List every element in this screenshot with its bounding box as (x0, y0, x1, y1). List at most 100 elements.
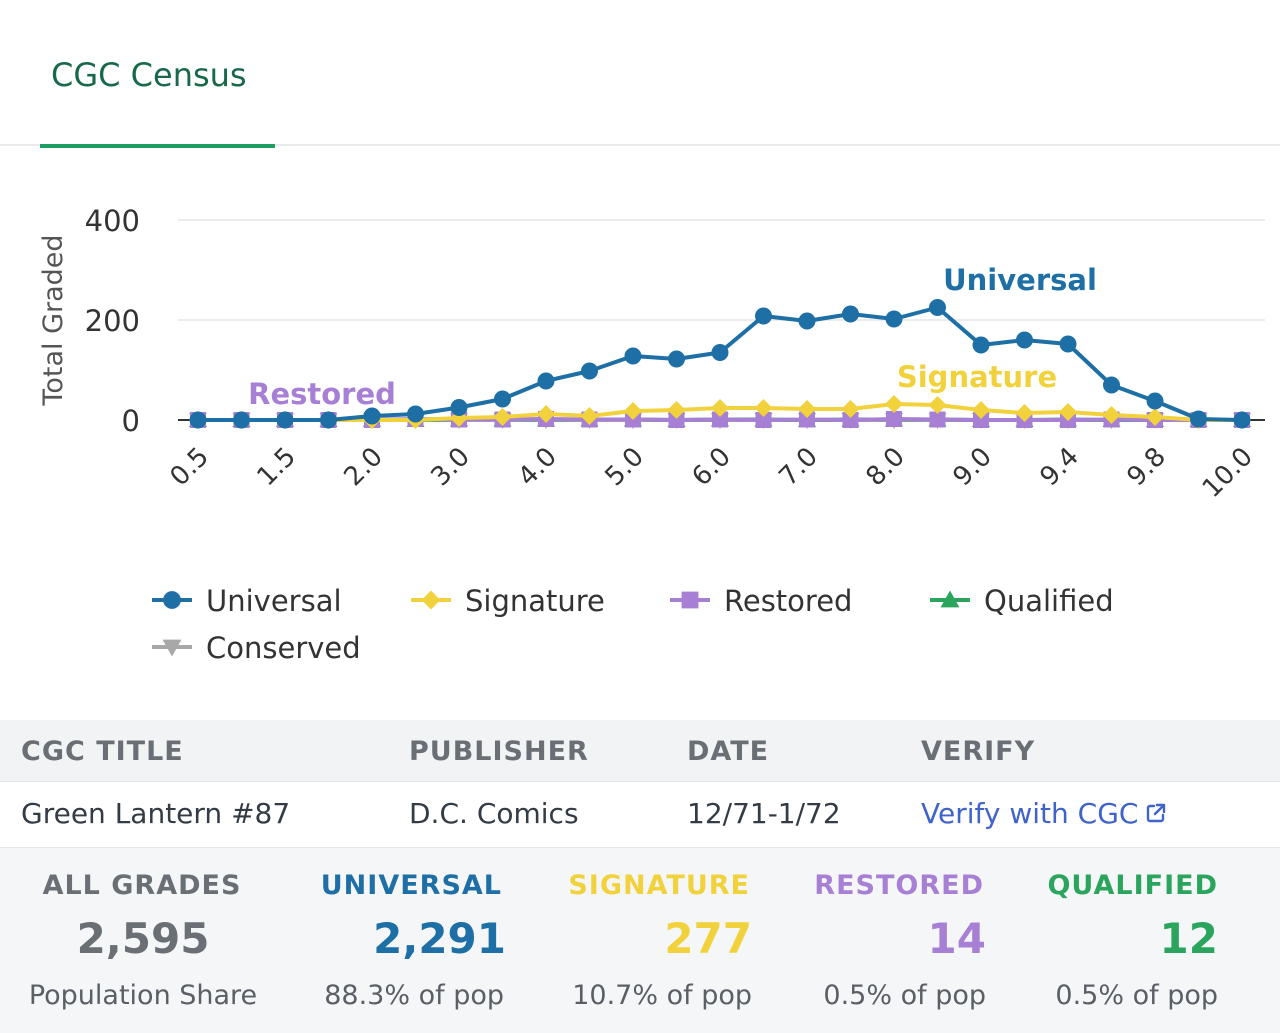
header-date: DATE (687, 736, 770, 767)
stat-value: 2,291 (373, 914, 506, 963)
verify-link-label: Verify with CGC (921, 797, 1139, 830)
stat-label: UNIVERSAL (320, 870, 502, 901)
data-point-signature (972, 401, 990, 419)
stat-value: 277 (664, 914, 752, 963)
x-tick-label: 9.8 (1121, 442, 1171, 492)
data-point-universal (189, 411, 207, 429)
y-tick-label: 0 (122, 404, 140, 438)
stat-sub: 0.5% of pop (823, 980, 986, 1011)
x-tick-label: 1.5 (251, 442, 301, 492)
data-point-restored (712, 411, 728, 428)
data-point-universal (842, 305, 859, 323)
stat-value: 14 (927, 914, 986, 963)
data-point-universal (537, 372, 555, 390)
table-row: Green Lantern #87 D.C. Comics 12/71-1/72… (0, 782, 1280, 848)
verify-link-wrapper: Verify with CGC (921, 797, 1168, 832)
data-point-universal (1190, 410, 1207, 428)
legend-marker (163, 591, 181, 609)
cell-date: 12/71-1/72 (687, 797, 841, 830)
annotation-restored: Restored (248, 377, 396, 411)
data-point-universal (450, 399, 468, 416)
data-point-restored (973, 412, 989, 428)
data-point-signature (928, 396, 947, 414)
data-point-signature (537, 405, 555, 423)
data-point-restored (799, 411, 815, 428)
legend-marker (162, 639, 182, 657)
data-point-universal (1016, 331, 1033, 349)
data-point-universal (972, 336, 990, 354)
data-point-universal (407, 405, 424, 423)
data-point-universal (798, 312, 816, 330)
data-point-universal (885, 310, 903, 328)
tab-label: CGC Census (51, 56, 247, 94)
data-point-restored (755, 412, 772, 428)
x-tick-label: 7.0 (773, 442, 823, 492)
x-tick-label: 4.0 (512, 442, 562, 492)
x-tick-label: 6.0 (686, 442, 736, 492)
data-point-universal (276, 411, 294, 429)
legend-label: Qualified (984, 584, 1114, 618)
x-tick-label: 2.0 (338, 442, 388, 492)
x-tick-label: 0.5 (164, 442, 214, 492)
x-tick-label: 8.0 (860, 442, 910, 492)
y-axis-label: Total Graded (38, 234, 69, 406)
data-point-universal (624, 347, 642, 365)
data-point-restored (929, 411, 946, 428)
tab-bar: CGC Census (0, 0, 1280, 148)
data-point-universal (755, 307, 772, 325)
data-point-universal (1233, 411, 1251, 429)
data-point-universal (1103, 376, 1120, 394)
data-point-signature (667, 401, 686, 419)
x-tick-label: 5.0 (599, 442, 649, 492)
stat-label: RESTORED (814, 870, 984, 901)
table-header: CGC TITLE PUBLISHER DATE VERIFY (0, 720, 1280, 782)
legend-item-restored: Restored (670, 584, 852, 618)
data-point-universal (1059, 335, 1077, 353)
population-stats: ALL GRADES 2,595 Population Share UNIVER… (0, 848, 1280, 1033)
legend-marker (940, 590, 960, 608)
data-point-universal (668, 350, 685, 368)
data-point-signature (885, 395, 903, 413)
data-point-signature (754, 399, 773, 417)
data-point-universal (363, 407, 381, 425)
header-verify: VERIFY (921, 736, 1036, 767)
stat-sub: 0.5% of pop (1055, 980, 1218, 1011)
x-tick-label: 3.0 (425, 442, 475, 492)
data-point-signature (798, 400, 816, 418)
x-tick-label: 9.4 (1034, 442, 1084, 492)
legend-label: Conserved (206, 631, 361, 665)
stat-sub: Population Share (28, 980, 258, 1011)
annotation-signature: Signature (897, 360, 1057, 394)
y-tick-label: 400 (85, 204, 140, 238)
stat-label: ALL GRADES (42, 870, 242, 901)
census-chart: 0 200 400 Total Graded 0.5 1.5 2.0 3.0 4.0 5.0 6… (38, 204, 1265, 665)
verify-with-cgc-link[interactable]: Verify with CGC (921, 797, 1168, 830)
legend-label: Universal (206, 584, 342, 618)
tab-cgc-census[interactable]: CGC Census (40, 0, 275, 148)
data-point-signature (1059, 403, 1077, 421)
data-point-signature (580, 407, 599, 425)
legend-label: Restored (724, 584, 852, 618)
data-point-universal (1146, 392, 1164, 410)
x-tick-label: 9.0 (947, 442, 997, 492)
data-point-universal (711, 344, 729, 361)
data-point-restored (842, 412, 859, 428)
data-point-universal (320, 411, 337, 429)
data-point-universal (581, 362, 598, 380)
legend-marker (681, 591, 699, 609)
data-point-signature (624, 402, 642, 420)
y-tick-label: 200 (85, 304, 140, 338)
x-tick-label: 10.0 (1197, 442, 1259, 504)
legend-item-signature: Signature (411, 584, 605, 618)
cell-publisher: D.C. Comics (409, 797, 579, 830)
cell-title: Green Lantern #87 (21, 797, 291, 830)
data-point-universal (929, 299, 946, 316)
header-publisher: PUBLISHER (409, 736, 589, 767)
annotation-universal: Universal (943, 263, 1097, 297)
stat-value: 2,595 (76, 914, 210, 963)
data-point-signature (841, 400, 860, 418)
legend-item-qualified: Qualified (930, 584, 1114, 618)
data-point-signature (493, 408, 512, 426)
data-point-signature (1146, 408, 1164, 426)
stat-sub: 10.7% of pop (572, 980, 752, 1011)
